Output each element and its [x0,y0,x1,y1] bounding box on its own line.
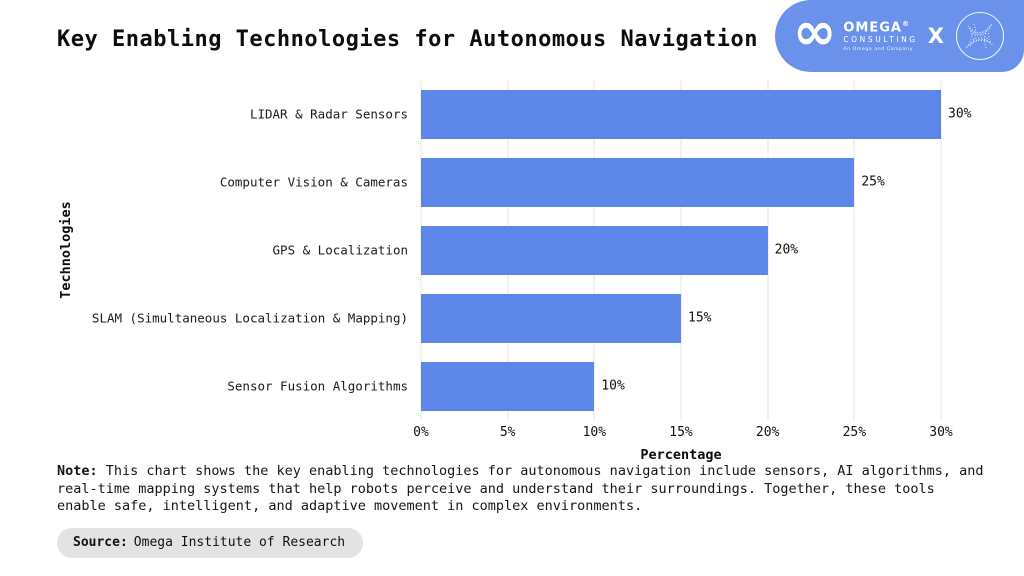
x-tick-label: 15% [669,425,693,440]
source-badge: Source: Omega Institute of Research [57,528,364,558]
x-tick-label: 25% [842,425,867,440]
bar [421,89,941,139]
bar-row: LIDAR & Radar Sensors 30% [250,80,971,148]
gridline [853,80,855,420]
gridline [767,80,769,420]
gridline [940,80,942,420]
brand-subtitle: CONSULTING [843,35,918,45]
category-label: LIDAR & Radar Sensors [249,106,408,122]
dotted-sphere-icon [955,11,1004,61]
bar [421,293,681,343]
bar-row: Computer Vision & Cameras 25% [220,148,941,216]
brand-x-separator: X [927,24,944,48]
source-label: Source: [73,535,128,550]
note-label: Note: [57,463,98,479]
bar-row: Sensor Fusion Algorithms 10% [227,352,941,420]
value-label: 25% [861,174,885,190]
category-label: Computer Vision & Cameras [219,174,408,190]
category-label: GPS & Localization [272,242,408,258]
value-label: 30% [948,106,972,122]
category-label: Sensor Fusion Algorithms [227,378,408,394]
x-tick-label: 5% [499,425,516,440]
category-label: SLAM (Simultaneous Localization & Mappin… [91,310,408,326]
infinity-logo-icon: ∞ [793,2,837,63]
x-axis-label: Percentage [640,447,722,463]
x-tick-label: 20% [755,425,780,440]
note-text: Note: This chart shows the key enabling … [57,463,984,515]
bar [421,225,768,275]
value-label: 20% [774,242,799,258]
bar-row: GPS & Localization 20% [273,216,941,284]
registered-mark: ® [901,20,910,29]
source-text: Omega Institute of Research [133,535,346,550]
brand-name: OMEGA® [843,20,910,36]
brand-banner: ∞ OMEGA® CONSULTING An Omega and Company… [775,0,1024,72]
bar-row: SLAM (Simultaneous Localization & Mappin… [92,284,941,352]
brand-tagline: An Omega and Company [843,46,913,52]
value-label: 10% [601,378,625,394]
brand-text-block: OMEGA® CONSULTING An Omega and Company [843,20,917,52]
y-axis-label: Technologies [58,201,74,299]
x-tick-label: 30% [929,425,953,440]
bar [421,157,855,207]
page-title: Key Enabling Technologies for Autonomous… [57,27,759,52]
x-tick-label: 0% [413,425,429,440]
bar [421,361,595,411]
x-tick-label: 10% [582,425,607,440]
value-label: 15% [688,310,712,326]
plot-area: LIDAR & Radar Sensors 30% Computer Visio… [92,80,971,463]
